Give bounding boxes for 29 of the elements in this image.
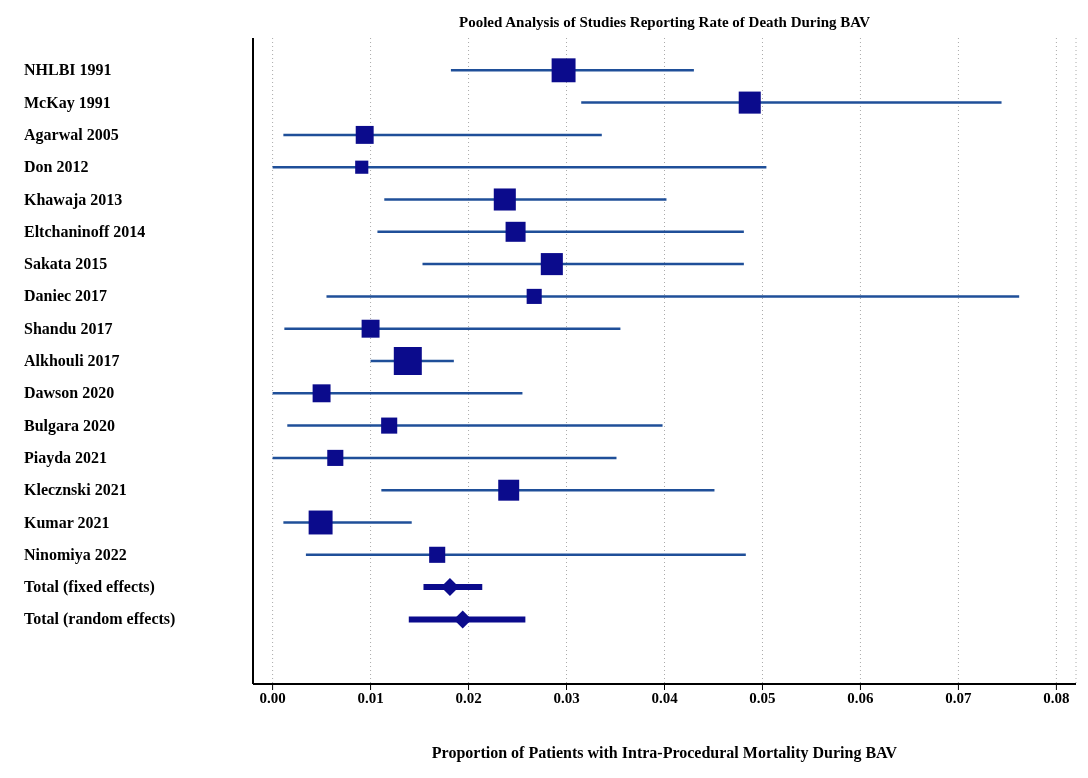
y-tick-label: NHLBI 1991 [24,61,112,79]
y-tick-label: Ninomiya 2022 [24,545,127,564]
x-tick-label: 0.04 [651,689,679,706]
y-tick-label: Piayda 2021 [24,448,108,467]
chart-title: Pooled Analysis of Studies Reporting Rate of Death During BAV [458,14,871,31]
x-tick-label: 0.08 [1043,689,1070,706]
y-tick-label: Alkhouli 2017 [24,352,120,369]
x-tick-label: 0.07 [945,689,973,706]
y-tick-label: Total (fixed effects) [24,578,155,597]
x-tick-label: 0.05 [749,689,776,706]
x-axis-title: Proportion of Patients with Intra-Procedural Mortality During BAV [430,744,899,762]
y-tick-label: Agarwal 2005 [24,125,119,144]
x-tick-label: 0.00 [259,689,286,706]
y-tick-label: Don 2012 [24,158,89,176]
y-tick-label: Daniec 2017 [24,287,108,305]
y-tick-label: Total (random effects) [24,610,176,629]
x-tick-label: 0.01 [357,689,384,706]
y-tick-label: Klecznski 2021 [24,481,127,499]
y-tick-label: Eltchaninoff 2014 [24,222,146,240]
x-tick-label: 0.06 [847,689,875,706]
x-tick-label: 0.03 [553,689,580,706]
y-tick-label: Khawaja 2013 [24,190,123,209]
x-tick-label: 0.02 [455,689,482,706]
y-tick-label: Kumar 2021 [24,513,110,531]
y-tick-label: Bulgara 2020 [24,416,116,435]
y-tick-label: Sakata 2015 [24,255,108,273]
y-tick-label: Shandu 2017 [24,319,113,337]
y-tick-label: Dawson 2020 [24,384,115,402]
y-tick-label: McKay 1991 [24,93,111,112]
